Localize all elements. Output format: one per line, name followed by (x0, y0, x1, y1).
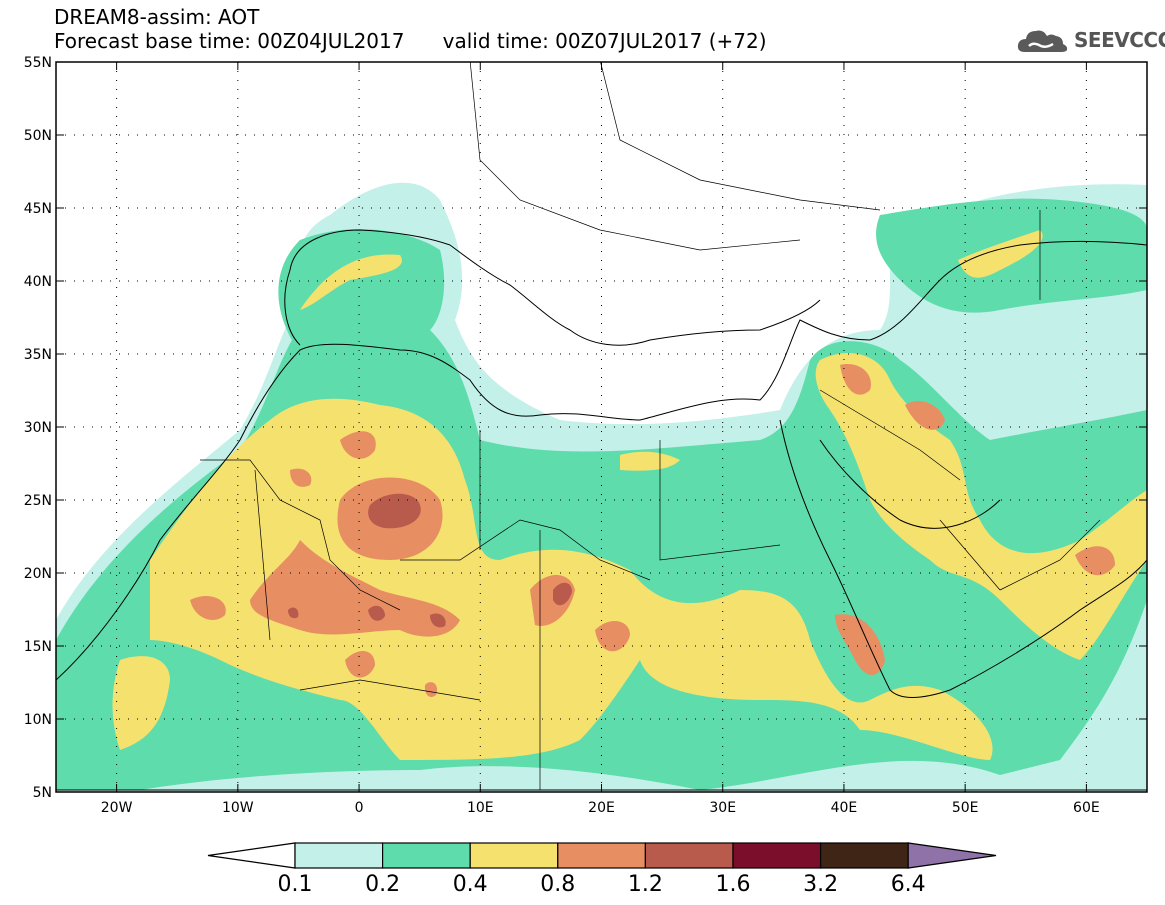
colorbar-max-arrow (907, 842, 997, 869)
lat-tick-label: 10N (24, 712, 52, 728)
colorbar-label: 0.1 (278, 872, 313, 897)
map-title: DREAM8-assim: AOT (54, 5, 260, 29)
forecast-time-line: Forecast base time: 00Z04JUL2017 valid t… (54, 29, 767, 53)
colorbar-segment (819, 842, 909, 869)
country-borders (200, 62, 1101, 790)
lat-tick-label: 15N (24, 639, 52, 655)
colorbar-label: 1.6 (716, 872, 751, 897)
lon-tick-label: 30E (709, 800, 736, 816)
colorbar-segment (382, 842, 471, 869)
graticule (56, 62, 1147, 792)
colorbar-segment (557, 842, 646, 869)
lat-tick-label: 35N (24, 347, 52, 363)
aot-fields (56, 182, 1147, 792)
lon-tick-label: 20E (588, 800, 615, 816)
colorbar-label: 3.2 (803, 872, 838, 897)
lon-tick-label: 20W (101, 800, 133, 816)
colorbar-label: 0.2 (365, 872, 400, 897)
colorbar-segment (644, 842, 734, 869)
colorbar-segment (469, 842, 559, 869)
axis-labels: 55N 50N 45N 40N 35N 30N 25N 20N 15N 10N 5N 20W 10W 0 1… (24, 55, 1147, 816)
lat-tick-label: 20N (24, 566, 52, 582)
lon-tick-label: 10E (467, 800, 494, 816)
colorbar-label: 0.4 (453, 872, 488, 897)
lon-tick-label: 40E (831, 800, 858, 816)
lat-tick-label: 55N (24, 55, 52, 71)
logo-text: SEEVCCC (1074, 28, 1165, 52)
colorbar-min-arrow (207, 842, 296, 869)
lat-tick-label: 45N (24, 201, 52, 217)
lat-tick-label: 40N (24, 274, 52, 290)
colorbar-segment (732, 842, 822, 869)
colorbar-label: 6.4 (891, 872, 926, 897)
lat-tick-label: 30N (24, 420, 52, 436)
lat-tick-label: 50N (24, 128, 52, 144)
colorbar-segment (294, 842, 384, 869)
lat-tick-label: 5N (33, 785, 52, 801)
lon-tick-label: 10W (222, 800, 254, 816)
colorbar-label: 1.2 (628, 872, 663, 897)
lon-tick-label: 60E (1073, 800, 1100, 816)
lon-tick-label: 50E (952, 800, 979, 816)
aot-level-1.2 (288, 493, 572, 628)
lon-tick-label: 0 (355, 800, 364, 816)
colorbar-label: 0.8 (540, 872, 575, 897)
lat-tick-label: 25N (24, 493, 52, 509)
cloud-logo-icon (1017, 30, 1068, 52)
colorbar: 0.1 0.2 0.4 0.8 1.2 1.6 3.2 6.4 (207, 842, 997, 897)
